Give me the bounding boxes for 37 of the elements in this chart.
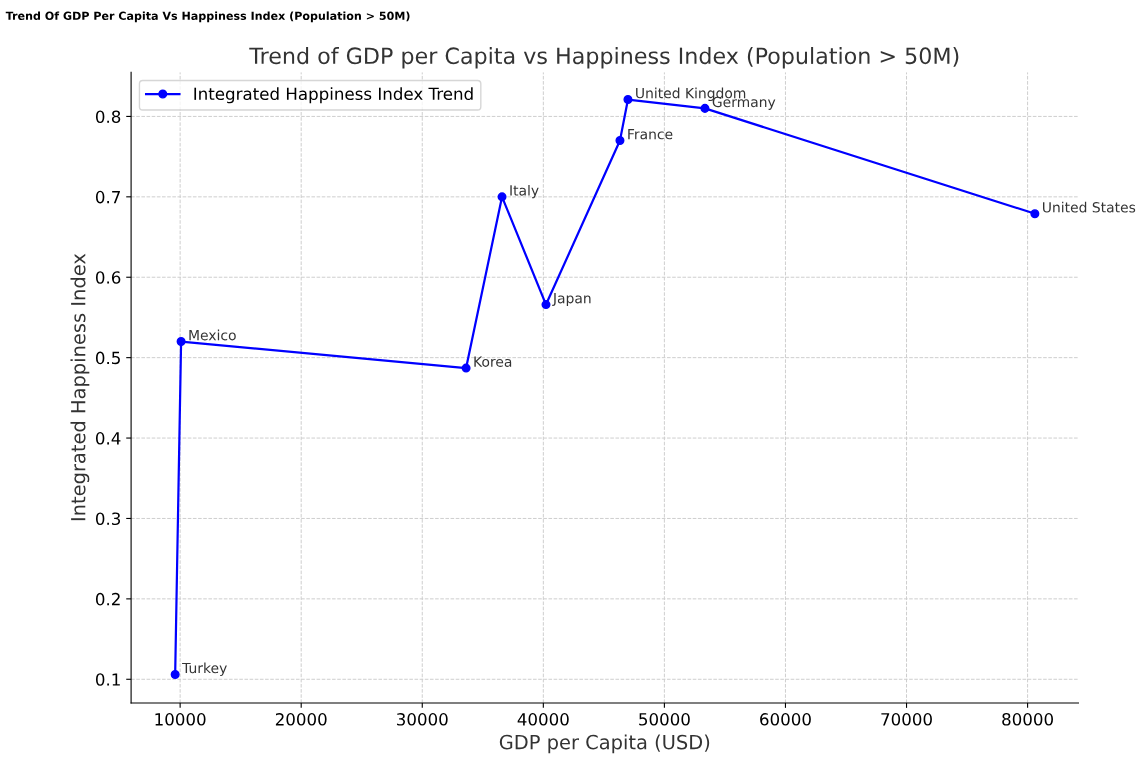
annotation: Italy [510,184,539,199]
point [461,363,471,373]
x-tick-label: 20000 [275,713,327,726]
point [170,669,180,679]
y-axis-title: Integrated Happiness Index [70,253,90,521]
x-tick-label: 10000 [155,713,206,726]
y-tick-label: 0.8 [95,110,121,123]
annotation: France [628,129,673,140]
x-axis-title: GDP per Capita (USD) [499,734,710,754]
text: Trend Of GDP Per Capita Vs Happiness Index (Population > 50M) [5,11,410,23]
legend-label: Integrated Happiness Index Trend [194,87,473,104]
y-tick-label: 0.6 [95,271,121,284]
y-tick-label: 0.5 [95,351,120,365]
chart-title: Trend of GDP per Capita vs Happiness Index (Population > 50M) [249,46,959,69]
x-tick-label: 40000 [517,713,569,726]
annotation: Korea [474,356,512,367]
x-tick-label: 80000 [1002,713,1053,726]
point [176,337,186,347]
point [700,103,710,113]
x-tick-label: 70000 [881,713,932,726]
x-tick-label: 30000 [397,713,448,726]
y-tick-label: 0.2 [95,592,120,606]
annotation: Japan [552,293,591,307]
y-tick-label: 0.7 [95,190,120,204]
point [1030,209,1040,219]
point [615,136,625,146]
point [623,95,633,105]
y-tick-label: 0.1 [95,673,120,686]
annotation: Mexico [189,329,236,341]
y-tick-label: 0.3 [95,512,121,526]
x-tick-label: 60000 [760,713,811,726]
annotation: Turkey [182,662,227,676]
point [541,300,551,310]
point [497,192,507,202]
x-tick-label: 50000 [639,713,690,726]
y-tick-label: 0.4 [95,432,121,445]
annotation: United States [1043,201,1136,213]
